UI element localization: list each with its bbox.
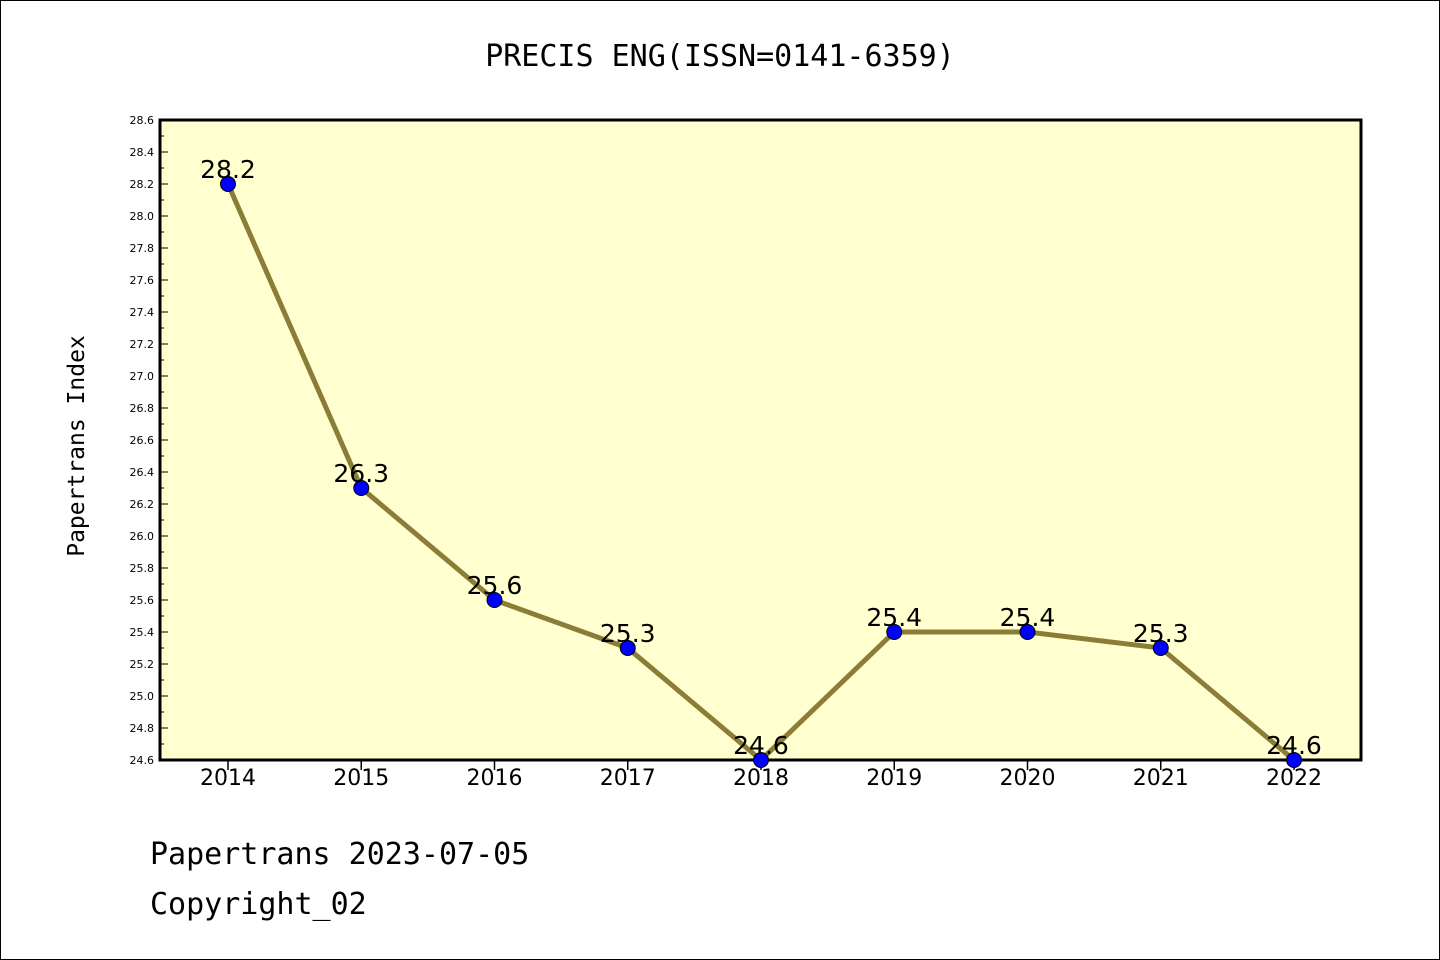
data-point (220, 176, 236, 192)
y-tick-label: 25.8 (130, 562, 155, 575)
data-point (486, 592, 503, 608)
x-tick-label: 2014 (200, 766, 256, 791)
data-label: 24.6 (1266, 731, 1322, 760)
data-label: 24.6 (733, 731, 789, 760)
y-tick-label: 26.2 (130, 498, 155, 511)
data-point (353, 480, 370, 496)
y-tick-label: 28.4 (130, 146, 155, 159)
y-tick-label: 24.8 (130, 722, 155, 735)
y-tick-label: 25.4 (130, 626, 155, 639)
x-tick-label: 2019 (866, 766, 922, 791)
x-tick-label: 2016 (467, 766, 523, 791)
data-label: 25.3 (1133, 619, 1189, 648)
y-tick-label: 27.0 (130, 370, 155, 383)
data-label: 25.4 (866, 603, 922, 632)
data-label: 25.6 (467, 571, 523, 600)
y-tick-label: 25.0 (130, 690, 155, 703)
x-tick-label: 2015 (333, 766, 389, 791)
y-tick-label: 28.2 (130, 178, 155, 191)
x-tick-label: 2021 (1133, 766, 1189, 791)
data-label: 25.3 (600, 619, 656, 648)
data-point (886, 624, 903, 640)
y-tick-label: 26.8 (130, 402, 155, 415)
data-point (1152, 640, 1169, 656)
footer-copyright: Copyright_02 (150, 887, 367, 922)
data-point (619, 640, 636, 656)
x-tick-label: 2022 (1266, 766, 1322, 791)
y-tick-label: 27.8 (130, 242, 155, 255)
y-tick-label: 24.6 (130, 754, 155, 767)
y-tick-label: 26.6 (130, 434, 155, 447)
y-tick-label: 27.4 (130, 306, 155, 319)
y-tick-label: 28.6 (130, 114, 155, 127)
data-point (753, 752, 769, 768)
series-layer (220, 176, 1302, 768)
x-tick-label: 2018 (733, 766, 789, 791)
y-tick-label: 26.4 (130, 466, 155, 479)
data-label: 26.3 (333, 459, 389, 488)
y-axis-ticks: 24.6 24.8 25.0 25.2 25.4 25.6 25.8 26.0 26.2 26.4… (130, 114, 168, 767)
y-tick-label: 27.2 (130, 338, 155, 351)
chart-title: PRECIS ENG(ISSN=0141-6359) (485, 39, 955, 74)
y-tick-label: 28.0 (130, 210, 155, 223)
y-tick-label: 27.6 (130, 274, 155, 287)
data-point (1019, 624, 1036, 640)
x-axis-ticks: 2014 2015 2016 2017 2018 2019 2020 2021 2022 (200, 760, 1322, 791)
y-axis-label: Papertrans Index (64, 335, 90, 557)
x-tick-label: 2020 (1000, 766, 1056, 791)
data-label-layer: 28.2 26.3 25.6 25.3 24.6 25.4 25.4 25.3 24.6 (200, 155, 1322, 760)
data-label: 25.4 (1000, 603, 1056, 632)
footer-date: Papertrans 2023-07-05 (150, 837, 529, 872)
data-point (1286, 752, 1302, 768)
y-tick-label: 26.0 (130, 530, 155, 543)
data-label: 28.2 (200, 155, 256, 184)
y-tick-label: 25.2 (130, 658, 155, 671)
x-tick-label: 2017 (600, 766, 656, 791)
y-tick-label: 25.6 (130, 594, 155, 607)
